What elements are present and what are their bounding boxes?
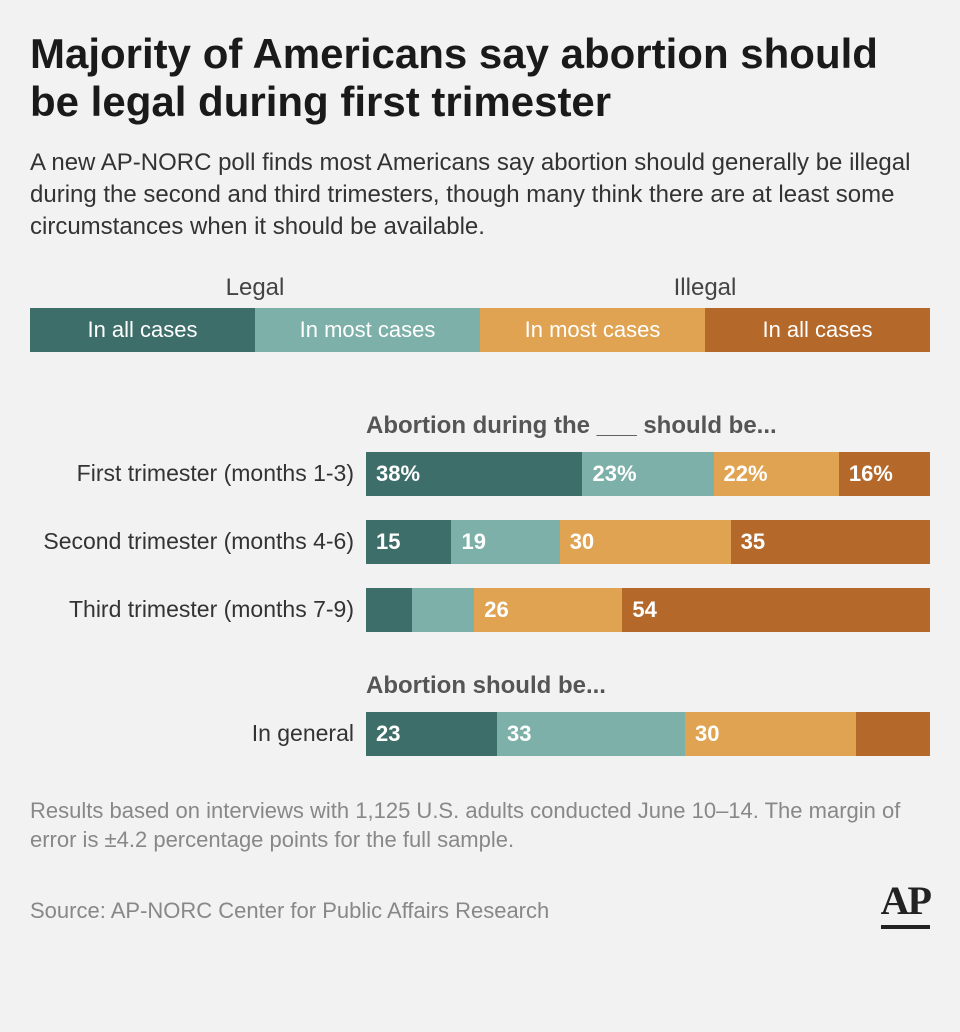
bar-segment: 16% <box>839 452 930 496</box>
legend-seg-illegal-all: In all cases <box>705 308 930 352</box>
bar-segment: 26 <box>474 588 622 632</box>
bar-row: Second trimester (months 4-6)15193035 <box>30 520 930 564</box>
bar-segment: 38% <box>366 452 582 496</box>
legend-bar: In all cases In most cases In most cases… <box>30 308 930 352</box>
row-label: Second trimester (months 4-6) <box>30 528 366 555</box>
legend-seg-illegal-most: In most cases <box>480 308 705 352</box>
chart-title: Majority of Americans say abortion shoul… <box>30 30 930 127</box>
row-label: In general <box>30 720 366 747</box>
bar-row: First trimester (months 1-3)38%23%22%16% <box>30 452 930 496</box>
row-label: Third trimester (months 7-9) <box>30 596 366 623</box>
bar-segment <box>412 588 475 632</box>
legend-seg-legal-most: In most cases <box>255 308 480 352</box>
chart-general: Abortion should be... In general233330 <box>30 672 930 756</box>
legend-header-legal: Legal <box>30 274 480 302</box>
legend-header-illegal: Illegal <box>480 274 930 302</box>
chart2-title: Abortion should be... <box>366 672 930 700</box>
bar-segment: 23 <box>366 712 497 756</box>
bar-segment: 23% <box>582 452 713 496</box>
source-text: Source: AP-NORC Center for Public Affair… <box>30 898 549 924</box>
bar-segment <box>366 588 412 632</box>
stacked-bar: 38%23%22%16% <box>366 452 930 496</box>
bar-segment <box>856 712 930 756</box>
stacked-bar: 15193035 <box>366 520 930 564</box>
bar-segment: 54 <box>622 588 930 632</box>
bar-row: In general233330 <box>30 712 930 756</box>
bar-segment: 19 <box>451 520 559 564</box>
row-label: First trimester (months 1-3) <box>30 460 366 487</box>
source-row: Source: AP-NORC Center for Public Affair… <box>30 877 930 924</box>
legend-seg-legal-all: In all cases <box>30 308 255 352</box>
stacked-bar: 233330 <box>366 712 930 756</box>
bar-segment: 30 <box>685 712 856 756</box>
chart1-title: Abortion during the ___ should be... <box>366 412 930 440</box>
bar-segment: 22% <box>714 452 839 496</box>
legend-headers: Legal Illegal <box>30 274 930 302</box>
bar-segment: 33 <box>497 712 685 756</box>
chart-trimesters: Abortion during the ___ should be... Fir… <box>30 412 930 632</box>
bar-segment: 15 <box>366 520 451 564</box>
stacked-bar: 2654 <box>366 588 930 632</box>
ap-logo: AP <box>881 877 930 924</box>
bar-row: Third trimester (months 7-9)2654 <box>30 588 930 632</box>
bar-segment: 30 <box>560 520 731 564</box>
footnote: Results based on interviews with 1,125 U… <box>30 796 930 855</box>
chart-subtitle: A new AP-NORC poll finds most Americans … <box>30 147 930 244</box>
bar-segment: 35 <box>731 520 930 564</box>
